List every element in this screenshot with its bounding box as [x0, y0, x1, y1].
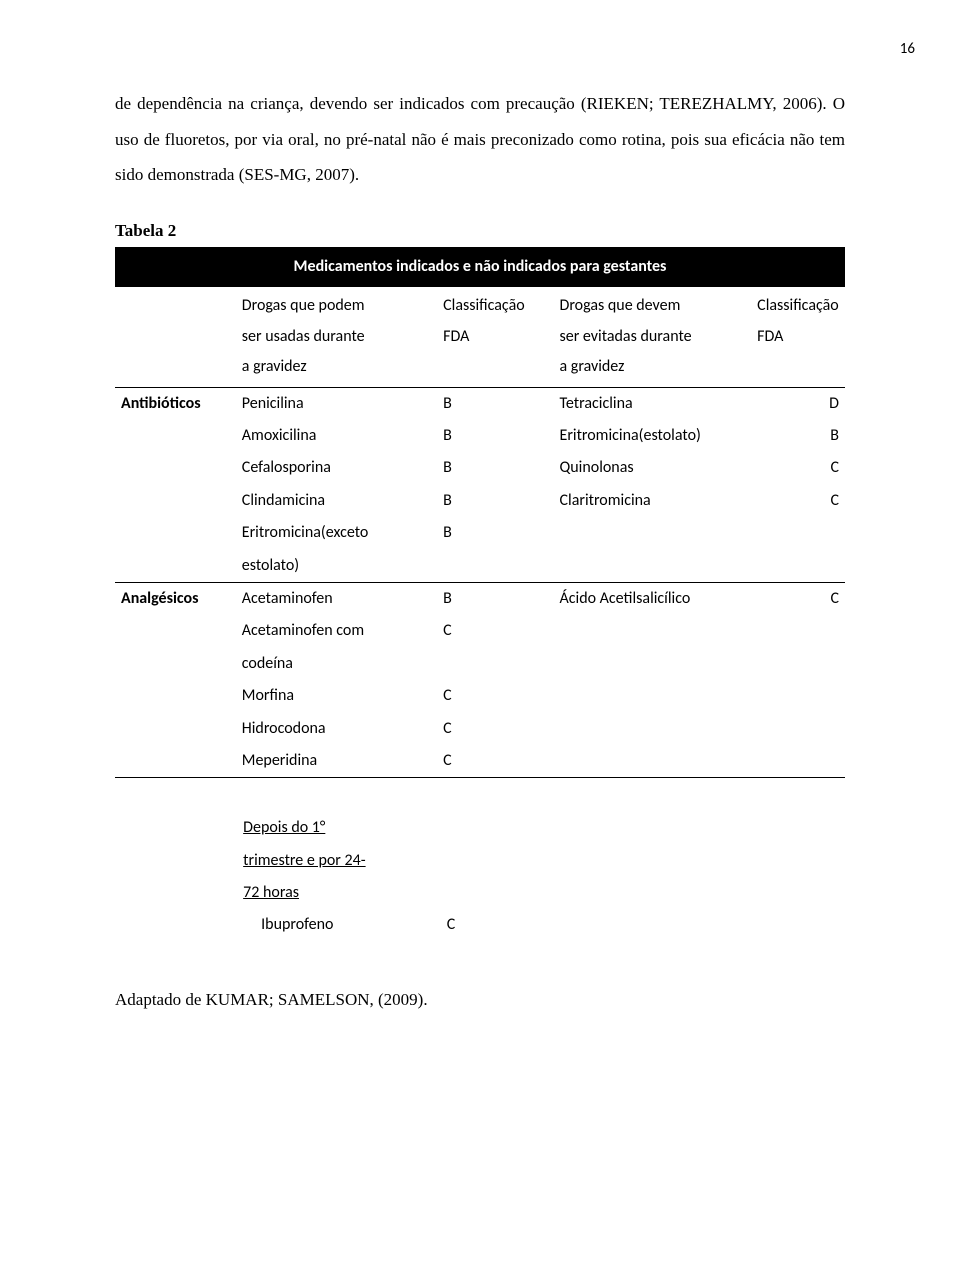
table-row: HidrocodonaC	[115, 713, 845, 745]
row-class-right: D	[751, 387, 845, 420]
row-category	[115, 485, 236, 517]
table-row: ClindamicinaBClaritromicinaC	[115, 485, 845, 517]
table-row: AntibióticosPenicilinaBTetraciclinaD	[115, 387, 845, 420]
table-row: AmoxicilinaBEritromicina(estolato)B	[115, 420, 845, 452]
row-drug-left: Eritromicina(exceto	[236, 517, 437, 549]
table-row: MorfinaC	[115, 680, 845, 712]
row-class-left: B	[437, 420, 553, 452]
row-category	[115, 517, 236, 549]
table-row: Acetaminofen comC	[115, 615, 845, 647]
table-title: Medicamentos indicados e não indicados p…	[115, 247, 845, 287]
row-class-left: B	[437, 452, 553, 484]
row-class-left: B	[437, 485, 553, 517]
row-class-right: C	[751, 582, 845, 615]
note-drug: Ibuprofeno	[243, 915, 333, 934]
row-drug-left: Penicilina	[236, 387, 437, 420]
row-drug-left: Clindamicina	[236, 485, 437, 517]
row-class-left: C	[437, 713, 553, 745]
row-class-left: C	[437, 745, 553, 778]
note-line3: 72 horas	[243, 883, 299, 902]
row-drug-right	[554, 680, 752, 712]
row-class-right: C	[751, 485, 845, 517]
table-header-category	[115, 287, 236, 387]
row-drug-right: Quinolonas	[554, 452, 752, 484]
table-row: CefalosporinaBQuinolonasC	[115, 452, 845, 484]
row-category	[115, 745, 236, 778]
row-category	[115, 420, 236, 452]
note-line1: Depois do 1°	[243, 818, 325, 837]
row-drug-right: Claritromicina	[554, 485, 752, 517]
row-drug-left: Hidrocodona	[236, 713, 437, 745]
row-drug-right	[554, 615, 752, 647]
row-drug-left: Acetaminofen	[236, 582, 437, 615]
note-row: trimestre e por 24-	[115, 845, 845, 877]
row-drug-right: Tetraciclina	[554, 387, 752, 420]
note-class: C	[441, 909, 559, 941]
row-class-left: B	[437, 517, 553, 549]
row-drug-right: Ácido Acetilsalicílico	[554, 582, 752, 615]
row-class-right	[751, 680, 845, 712]
row-category	[115, 680, 236, 712]
note-row: Depois do 1°	[115, 812, 845, 844]
table-row: codeína	[115, 648, 845, 680]
table-label: Tabela 2	[115, 221, 845, 241]
table-source: Adaptado de KUMAR; SAMELSON, (2009).	[115, 990, 845, 1010]
row-drug-right	[554, 713, 752, 745]
row-drug-right: Eritromicina(estolato)	[554, 420, 752, 452]
row-class-right: C	[751, 452, 845, 484]
table-row: MeperidinaC	[115, 745, 845, 778]
table-header-left-class: ClassificaçãoFDA	[437, 287, 553, 387]
note-line2: trimestre e por 24-	[243, 851, 365, 870]
note-drug-row: Ibuprofeno C	[115, 909, 845, 941]
table-title-row: Medicamentos indicados e não indicados p…	[115, 247, 845, 287]
row-drug-left: Meperidina	[236, 745, 437, 778]
after-table-note: Depois do 1° trimestre e por 24- 72 hora…	[115, 812, 845, 942]
row-drug-right	[554, 648, 752, 680]
row-class-right	[751, 615, 845, 647]
row-drug-right	[554, 550, 752, 583]
table-header-right-drug: Drogas que devemser evitadas durantea gr…	[554, 287, 752, 387]
row-class-left: B	[437, 387, 553, 420]
row-class-left: B	[437, 582, 553, 615]
row-class-right: B	[751, 420, 845, 452]
row-class-left	[437, 648, 553, 680]
table-header-row: Drogas que podemser usadas durantea grav…	[115, 287, 845, 387]
table-row: AnalgésicosAcetaminofenBÁcido Acetilsali…	[115, 582, 845, 615]
row-class-right	[751, 648, 845, 680]
page-number: 16	[115, 40, 915, 58]
row-category	[115, 648, 236, 680]
row-drug-left: codeína	[236, 648, 437, 680]
row-class-left: C	[437, 680, 553, 712]
row-category: Analgésicos	[115, 582, 236, 615]
table-header-right-class: ClassificaçãoFDA	[751, 287, 845, 387]
table-row: Eritromicina(excetoB	[115, 517, 845, 549]
row-category: Antibióticos	[115, 387, 236, 420]
row-category	[115, 550, 236, 583]
row-class-right	[751, 745, 845, 778]
row-class-right	[751, 713, 845, 745]
row-category	[115, 615, 236, 647]
row-drug-left: Amoxicilina	[236, 420, 437, 452]
row-class-left: C	[437, 615, 553, 647]
row-drug-right	[554, 745, 752, 778]
table-row: estolato)	[115, 550, 845, 583]
row-drug-left: estolato)	[236, 550, 437, 583]
row-category	[115, 452, 236, 484]
medications-table: Medicamentos indicados e não indicados p…	[115, 247, 845, 778]
row-drug-left: Cefalosporina	[236, 452, 437, 484]
row-class-right	[751, 517, 845, 549]
row-class-right	[751, 550, 845, 583]
row-drug-left: Morfina	[236, 680, 437, 712]
table-header-left-drug: Drogas que podemser usadas durantea grav…	[236, 287, 437, 387]
row-drug-right	[554, 517, 752, 549]
row-category	[115, 713, 236, 745]
row-class-left	[437, 550, 553, 583]
body-paragraph: de dependência na criança, devendo ser i…	[115, 86, 845, 193]
note-row: 72 horas	[115, 877, 845, 909]
row-drug-left: Acetaminofen com	[236, 615, 437, 647]
